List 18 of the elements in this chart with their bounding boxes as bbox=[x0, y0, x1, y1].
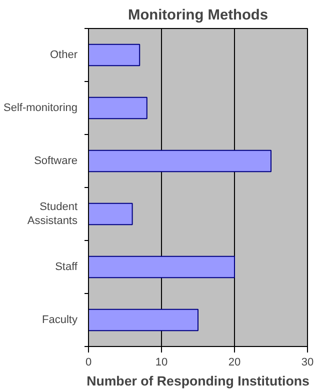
bar bbox=[88, 150, 272, 172]
x-tick-label: 20 bbox=[228, 356, 241, 368]
bar bbox=[88, 96, 148, 120]
bar bbox=[88, 44, 140, 66]
bar bbox=[88, 256, 235, 278]
y-tick-label: Staff bbox=[55, 261, 78, 273]
bar bbox=[88, 308, 198, 332]
x-tick-label: 30 bbox=[301, 356, 314, 368]
y-tick-label: Software bbox=[34, 155, 78, 167]
bar bbox=[88, 202, 133, 226]
x-tick-label: 10 bbox=[155, 356, 168, 368]
x-axis-title: Number of Responding Institutions bbox=[86, 374, 310, 388]
x-tick-label: 0 bbox=[85, 356, 92, 368]
y-tick-label: Student Assistants bbox=[27, 200, 78, 228]
y-tick-label: Other bbox=[50, 49, 78, 61]
chart-title: Monitoring Methods bbox=[128, 8, 268, 24]
y-tick-label: Faculty bbox=[42, 314, 78, 326]
y-tick-label: Self-monitoring bbox=[4, 102, 78, 114]
